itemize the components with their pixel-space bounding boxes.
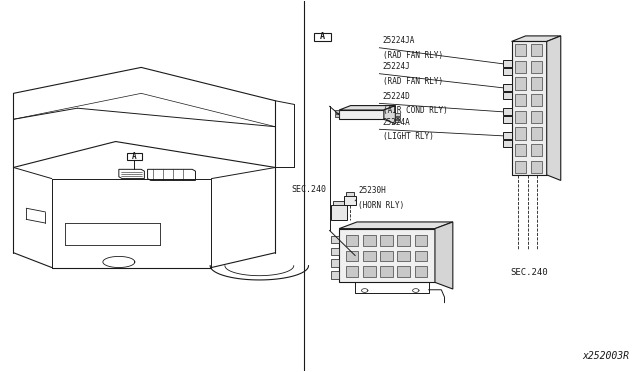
Bar [332, 205, 348, 220]
Polygon shape [511, 41, 547, 175]
Text: 25224D: 25224D [383, 92, 410, 101]
Bar [515, 94, 526, 106]
Bar [396, 120, 400, 122]
Text: 25224A: 25224A [383, 118, 410, 127]
Bar [335, 115, 339, 118]
Polygon shape [119, 169, 145, 179]
Bar [531, 144, 542, 156]
Text: (RAD FAN RLY): (RAD FAN RLY) [383, 77, 443, 86]
Text: (HORN RLY): (HORN RLY) [358, 201, 404, 210]
Bar [380, 266, 393, 277]
Polygon shape [435, 222, 453, 289]
Bar [397, 266, 410, 277]
Bar [515, 44, 526, 56]
Bar [515, 77, 526, 90]
Bar [346, 266, 358, 277]
Bar [380, 251, 393, 261]
Bar [531, 61, 542, 73]
Bar [502, 109, 511, 115]
Bar [502, 132, 511, 139]
Bar [332, 259, 339, 267]
Polygon shape [339, 229, 435, 282]
Bar [344, 196, 356, 205]
Bar [363, 235, 376, 246]
Polygon shape [148, 169, 195, 180]
Bar [531, 128, 542, 140]
Bar [335, 110, 339, 113]
Text: (RAD FAN RLY): (RAD FAN RLY) [383, 51, 443, 60]
Bar [333, 201, 345, 205]
Polygon shape [339, 110, 384, 119]
Text: x252003R: x252003R [583, 351, 630, 361]
Bar [332, 271, 339, 279]
Bar [332, 247, 339, 255]
Bar [531, 161, 542, 173]
Bar [346, 235, 358, 246]
Text: A: A [132, 152, 136, 161]
Bar [380, 235, 393, 246]
Bar [502, 84, 511, 91]
Polygon shape [339, 222, 453, 229]
Bar [515, 128, 526, 140]
Bar [502, 60, 511, 67]
Bar [397, 235, 410, 246]
Bar [531, 94, 542, 106]
Text: A: A [320, 32, 325, 41]
Text: SEC.240: SEC.240 [510, 267, 548, 276]
Bar [515, 61, 526, 73]
Bar [397, 251, 410, 261]
Bar [531, 44, 542, 56]
Bar [346, 251, 358, 261]
Bar [531, 77, 542, 90]
Text: 25224JA: 25224JA [383, 36, 415, 45]
Bar [515, 161, 526, 173]
Bar [502, 116, 511, 122]
Bar [515, 144, 526, 156]
Bar [332, 235, 339, 243]
Bar [502, 92, 511, 99]
Text: (AIR COND RLY): (AIR COND RLY) [383, 106, 447, 115]
Polygon shape [384, 106, 396, 124]
Bar [396, 117, 400, 119]
Polygon shape [339, 106, 396, 110]
FancyBboxPatch shape [127, 153, 142, 160]
Bar [502, 68, 511, 74]
Bar [415, 235, 428, 246]
Polygon shape [547, 36, 561, 180]
Polygon shape [511, 36, 561, 41]
Bar [515, 111, 526, 123]
Bar [502, 140, 511, 147]
Bar [396, 113, 400, 116]
Bar [415, 251, 428, 261]
Bar [363, 266, 376, 277]
Bar [346, 192, 354, 196]
Bar [415, 266, 428, 277]
Text: 25230H: 25230H [358, 186, 386, 195]
Text: SEC.240: SEC.240 [291, 185, 326, 194]
Text: (LIGHT RLY): (LIGHT RLY) [383, 132, 433, 141]
Text: 25224J: 25224J [383, 62, 410, 71]
Bar [363, 251, 376, 261]
Bar [531, 111, 542, 123]
FancyBboxPatch shape [314, 33, 331, 41]
